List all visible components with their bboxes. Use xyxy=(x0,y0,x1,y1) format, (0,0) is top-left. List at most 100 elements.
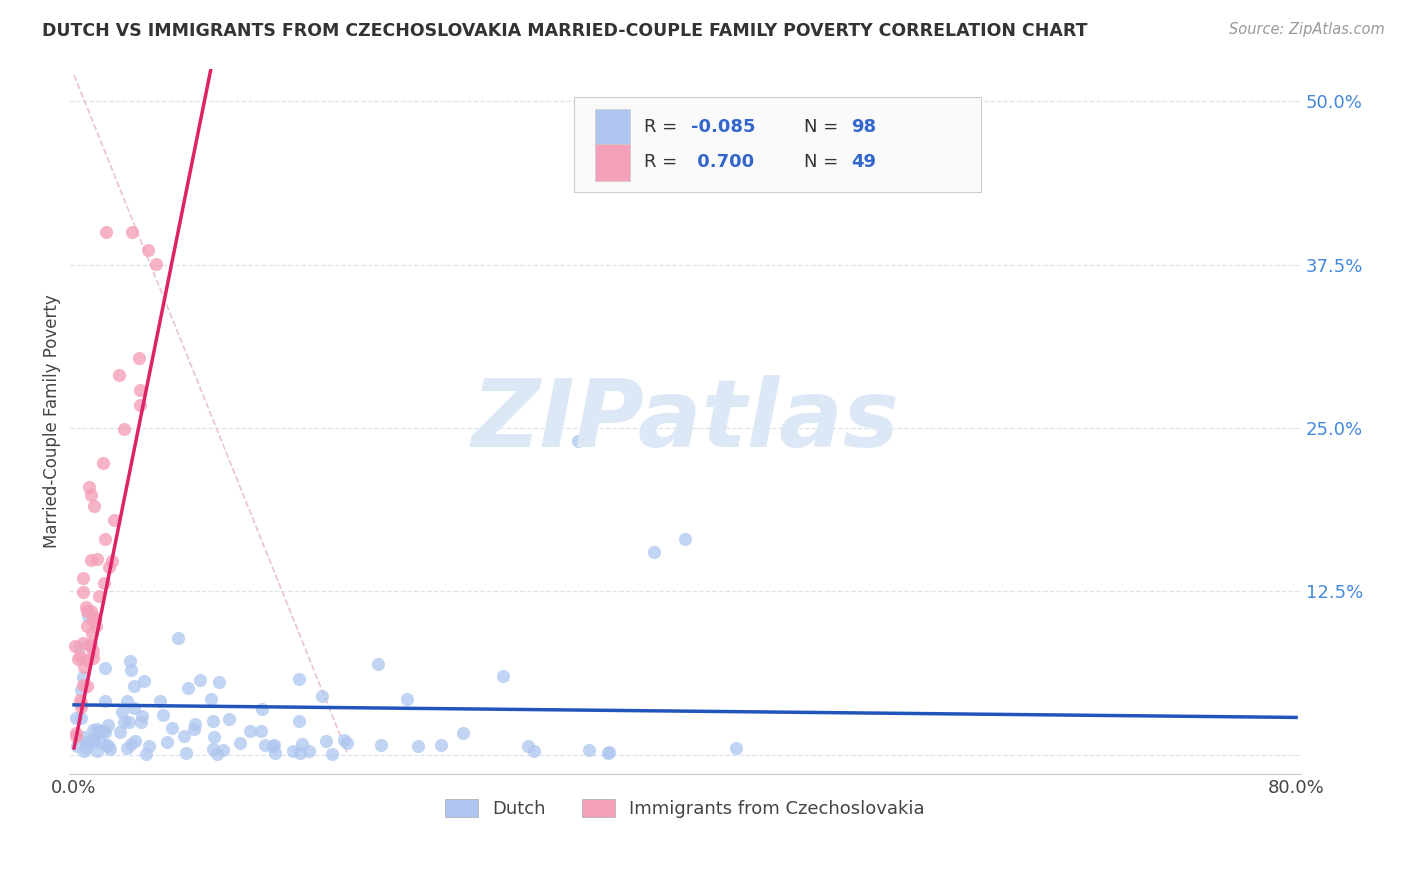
FancyBboxPatch shape xyxy=(574,96,980,192)
Point xyxy=(174,747,197,761)
Point xyxy=(86,744,108,758)
Point xyxy=(98,559,121,574)
Point xyxy=(77,638,100,652)
Point xyxy=(94,724,117,739)
Point xyxy=(152,707,174,722)
Point xyxy=(253,739,276,753)
Point xyxy=(218,712,240,726)
Point xyxy=(336,736,359,750)
Point xyxy=(332,732,354,747)
Point xyxy=(82,613,104,627)
Point xyxy=(315,734,337,748)
Text: -0.085: -0.085 xyxy=(692,118,755,136)
Point xyxy=(89,589,111,603)
Point xyxy=(66,739,89,753)
Point xyxy=(112,714,135,729)
Point xyxy=(76,679,98,693)
Text: R =: R = xyxy=(644,153,683,171)
Point xyxy=(149,694,172,708)
Point xyxy=(160,721,183,735)
Point xyxy=(184,716,207,731)
Point xyxy=(86,552,108,566)
Point xyxy=(263,739,285,753)
Point xyxy=(89,735,111,749)
Point xyxy=(567,434,589,448)
Point xyxy=(69,692,91,706)
Point xyxy=(173,729,195,743)
Point xyxy=(129,398,152,412)
Point xyxy=(156,735,179,749)
Point xyxy=(202,742,225,756)
Point xyxy=(291,737,314,751)
Point xyxy=(82,644,104,658)
Point xyxy=(73,660,96,674)
Point xyxy=(69,649,91,664)
Point xyxy=(97,718,120,732)
Point xyxy=(70,711,93,725)
Point xyxy=(212,742,235,756)
Point xyxy=(86,722,108,736)
Point xyxy=(84,613,107,627)
Point xyxy=(77,608,100,623)
Point xyxy=(229,736,252,750)
Text: 0.700: 0.700 xyxy=(692,153,755,171)
Point xyxy=(132,673,155,688)
Point xyxy=(100,741,122,756)
Point xyxy=(69,696,91,710)
Point xyxy=(79,604,101,618)
Point xyxy=(264,747,287,761)
Point xyxy=(128,351,150,366)
Point xyxy=(66,651,89,665)
Point xyxy=(94,225,117,239)
Point xyxy=(108,725,131,739)
Point xyxy=(207,674,229,689)
Point xyxy=(288,714,311,728)
Point xyxy=(202,714,225,729)
Point xyxy=(491,669,513,683)
Text: 49: 49 xyxy=(851,153,876,171)
Text: DUTCH VS IMMIGRANTS FROM CZECHOSLOVAKIA MARRIED-COUPLE FAMILY POVERTY CORRELATIO: DUTCH VS IMMIGRANTS FROM CZECHOSLOVAKIA … xyxy=(42,22,1088,40)
Point xyxy=(131,714,153,729)
Point xyxy=(263,738,285,752)
FancyBboxPatch shape xyxy=(595,109,630,145)
Point xyxy=(120,737,142,751)
Point xyxy=(145,257,167,271)
Point xyxy=(101,554,124,568)
Point xyxy=(298,744,321,758)
Point xyxy=(115,740,138,755)
Point xyxy=(80,626,103,640)
Point xyxy=(725,740,748,755)
Point xyxy=(453,725,475,739)
Point xyxy=(204,731,226,745)
Point xyxy=(288,672,311,686)
Point xyxy=(596,746,619,760)
Point xyxy=(136,243,159,257)
Point xyxy=(167,631,190,645)
Point xyxy=(111,705,134,719)
Point xyxy=(396,692,419,706)
Point xyxy=(96,739,118,753)
Point xyxy=(112,422,135,436)
Point xyxy=(200,691,222,706)
Point xyxy=(118,654,141,668)
Point xyxy=(250,724,273,739)
Point xyxy=(578,743,600,757)
Text: R =: R = xyxy=(644,118,683,136)
Point xyxy=(367,657,389,672)
Point xyxy=(65,729,87,743)
Point xyxy=(370,738,392,752)
Point xyxy=(91,724,114,739)
Point xyxy=(80,552,103,566)
Point xyxy=(75,741,97,756)
Point xyxy=(72,585,94,599)
Point xyxy=(183,723,205,737)
Point xyxy=(517,739,540,754)
Point xyxy=(598,745,620,759)
Point xyxy=(83,732,105,747)
Point xyxy=(121,225,143,239)
Point xyxy=(67,640,90,655)
Legend: Dutch, Immigrants from Czechoslovakia: Dutch, Immigrants from Czechoslovakia xyxy=(439,791,932,825)
Point xyxy=(82,731,104,746)
Point xyxy=(80,639,103,653)
Point xyxy=(644,545,666,559)
